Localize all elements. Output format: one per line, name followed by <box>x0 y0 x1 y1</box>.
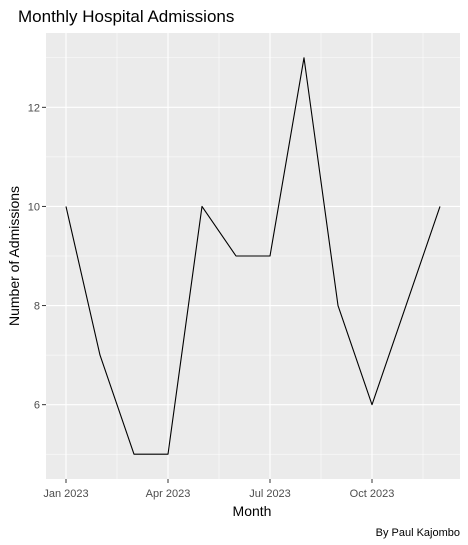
x-tick-label: Apr 2023 <box>146 488 191 500</box>
x-tick-label: Oct 2023 <box>350 488 395 500</box>
y-tick-label: 6 <box>34 400 40 412</box>
y-tick-label: 10 <box>28 201 40 213</box>
x-tick-label: Jan 2023 <box>43 488 88 500</box>
y-axis: 6 8 10 12 <box>28 102 46 412</box>
admissions-line <box>65 57 441 455</box>
y-axis-title: Number of Admissions <box>6 186 22 326</box>
x-axis: Jan 2023 Apr 2023 Jul 2023 Oct 2023 <box>43 479 394 500</box>
x-tick-label: Jul 2023 <box>249 488 291 500</box>
series-layer <box>65 57 441 455</box>
y-tick-label: 8 <box>34 301 40 313</box>
x-axis-title: Month <box>233 503 272 519</box>
major-gridlines <box>46 33 460 479</box>
chart-caption: By Paul Kajombo <box>376 527 460 539</box>
chart-title: Monthly Hospital Admissions <box>18 7 234 26</box>
y-tick-label: 12 <box>28 102 40 114</box>
